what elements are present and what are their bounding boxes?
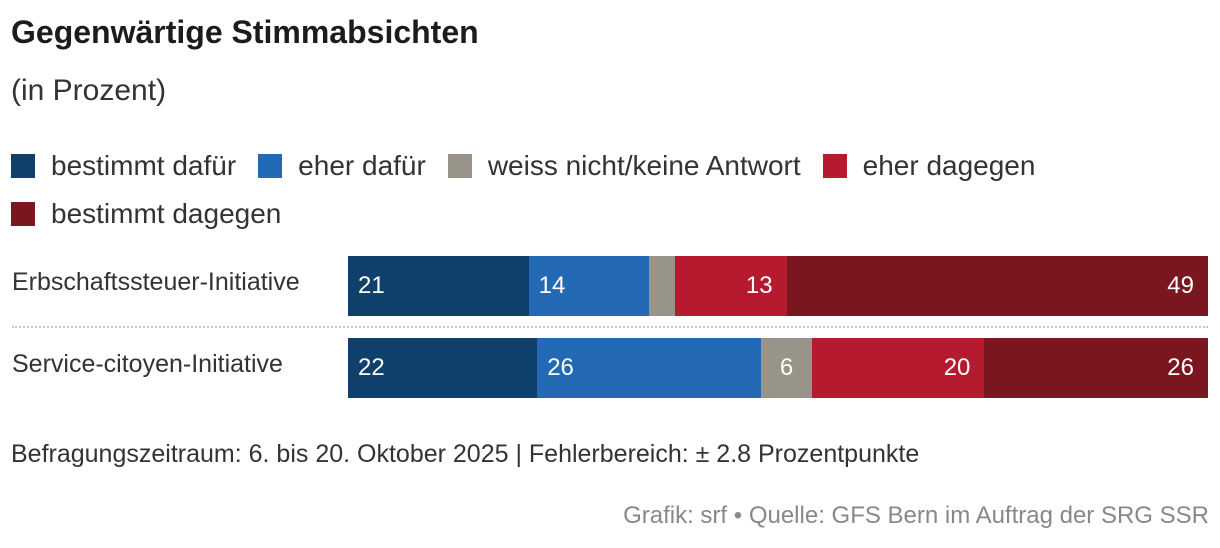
value-label: 22 — [358, 354, 385, 381]
chart-subtitle: (in Prozent) — [11, 74, 167, 107]
row-label-erbschaftssteuer: Erbschaftssteuer-Initiative — [12, 268, 300, 296]
legend-label: bestimmt dagegen — [51, 198, 282, 229]
bar-service-citoyen-initiative-eher-daf-r — [537, 338, 761, 398]
survey-note: Befragungszeitraum: 6. bis 20. Oktober 2… — [11, 440, 920, 468]
legend-item-bestimmt-dagegen: bestimmt dagegen — [11, 198, 281, 230]
chart-title: Gegenwärtige Stimmabsichten — [11, 14, 479, 50]
legend-item-eher-dafuer: eher dafür — [258, 150, 426, 182]
legend-label: bestimmt dafür — [51, 150, 237, 181]
legend-row-2: bestimmt dagegen — [11, 190, 1211, 238]
legend-row-1: bestimmt dafür eher dafür weiss nicht/ke… — [11, 142, 1211, 190]
value-label: 14 — [538, 272, 566, 299]
bar-erbschaftssteuer-initiative-bestimmt-daf-r — [348, 256, 529, 316]
row-label-service-citoyen: Service-citoyen-Initiative — [12, 350, 283, 378]
value-label: 49 — [1167, 272, 1194, 299]
legend-swatch — [11, 202, 35, 226]
legend-label: weiss nicht/keine Antwort — [487, 150, 801, 181]
bar-service-citoyen-initiative-weiss-nicht-keine-antwort — [760, 338, 813, 398]
legend-swatch — [11, 154, 35, 178]
legend-item-bestimmt-dafuer: bestimmt dafür — [11, 150, 236, 182]
value-label: 21 — [358, 272, 385, 299]
source-credit: Grafik: srf • Quelle: GFS Bern im Auftra… — [623, 502, 1209, 529]
legend-swatch — [447, 154, 472, 178]
value-label: 20 — [943, 354, 971, 381]
bar-service-citoyen-initiative-eher-dagegen — [812, 338, 985, 398]
bar-service-citoyen-initiative-bestimmt-daf-r — [348, 338, 538, 398]
legend-label: eher dafür — [298, 150, 426, 181]
bar-erbschaftssteuer-initiative-bestimmt-dagegen — [786, 256, 1208, 316]
legend-item-weiss-nicht: weiss nicht/keine Antwort — [447, 150, 801, 182]
legend: bestimmt dafür eher dafür weiss nicht/ke… — [11, 142, 1211, 238]
row-divider — [12, 326, 1208, 328]
value-label: 26 — [547, 354, 574, 381]
bar-erbschaftssteuer-initiative-weiss-nicht-keine-antwort — [649, 256, 675, 316]
legend-label: eher dagegen — [862, 150, 1036, 181]
legend-item-eher-dagegen: eher dagegen — [822, 150, 1036, 182]
bar-erbschaftssteuer-initiative-eher-dagegen — [674, 256, 787, 316]
legend-swatch — [258, 154, 283, 178]
legend-swatch — [822, 154, 847, 178]
value-label: 26 — [1167, 354, 1194, 381]
bar-service-citoyen-initiative-bestimmt-dagegen — [984, 338, 1208, 398]
value-label: 6 — [779, 354, 794, 381]
value-label: 13 — [745, 272, 773, 299]
bar-erbschaftssteuer-initiative-eher-daf-r — [528, 256, 649, 316]
